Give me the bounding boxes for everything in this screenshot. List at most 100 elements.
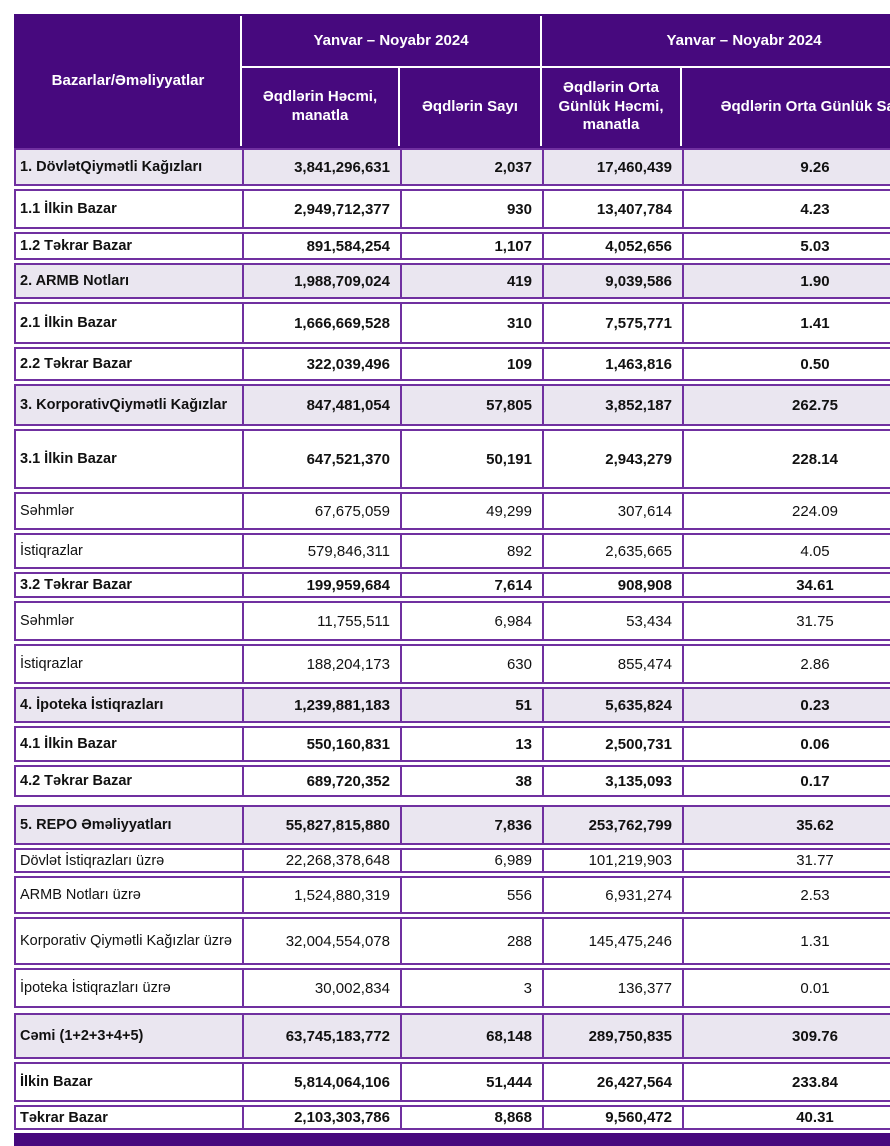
volume-column-header: Əqdlərin Həcmi, manatla (242, 68, 400, 146)
avg-daily-count-column-header: Əqdlərin Orta Günlük Sayı (720, 97, 890, 115)
avg-daily-volume-cell: 289,750,835 (542, 1015, 682, 1057)
avg-daily-count-cell: 0.06 (682, 728, 890, 760)
avg-daily-volume-cell: 2,635,665 (542, 535, 682, 567)
avg-daily-volume-cell: 13,407,784 (542, 191, 682, 227)
table-row: Korporativ Qiymətli Kağızlar üzrə 32,004… (14, 917, 890, 965)
volume-cell: 847,481,054 (242, 386, 400, 424)
count-cell: 49,299 (400, 494, 542, 528)
table-row: 2.2 Təkrar Bazar 322,039,496 109 1,463,8… (14, 347, 890, 381)
avg-daily-volume-cell: 5,635,824 (542, 689, 682, 721)
row-label-cell: İstiqrazlar (20, 656, 83, 672)
avg-daily-count-cell: 0.01 (682, 970, 890, 1006)
row-label-cell: 2.2 Təkrar Bazar (20, 356, 133, 372)
table-row: 1. DövlətQiymətli Kağızları 3,841,296,63… (14, 148, 890, 186)
avg-daily-count-cell: 224.09 (682, 494, 890, 528)
table-header: Bazarlar/Əməliyyatlar Yanvar – Noyabr 20… (14, 14, 890, 148)
count-cell: 38 (400, 767, 542, 795)
row-label-cell: 5. REPO Əməliyyatları (20, 817, 172, 833)
table-row: İlkin Bazar 5,814,064,106 51,444 26,427,… (14, 1062, 890, 1102)
table-row: 1.2 Təkrar Bazar 891,584,254 1,107 4,052… (14, 232, 890, 260)
row-label-cell: 3. KorporativQiymətli Kağızlar (20, 397, 228, 413)
count-cell: 2,037 (400, 150, 542, 184)
avg-daily-volume-cell: 17,460,439 (542, 150, 682, 184)
avg-daily-volume-cell: 3,852,187 (542, 386, 682, 424)
avg-daily-count-cell: 4.23 (682, 191, 890, 227)
avg-daily-volume-cell: 26,427,564 (542, 1064, 682, 1100)
row-label-cell: ARMB Notları üzrə (20, 887, 141, 903)
volume-cell: 32,004,554,078 (242, 919, 400, 963)
row-label-cell: Korporativ Qiymətli Kağızlar üzrə (20, 933, 232, 949)
count-cell: 930 (400, 191, 542, 227)
table-row: İpoteka İstiqrazları üzrə 30,002,834 3 1… (14, 968, 890, 1008)
row-label-cell: 1. DövlətQiymətli Kağızları (20, 159, 203, 175)
count-cell: 13 (400, 728, 542, 760)
row-label-cell: Cəmi (1+2+3+4+5) (20, 1028, 144, 1044)
table-row: Cəmi (1+2+3+4+5) 63,745,183,772 68,148 2… (14, 1013, 890, 1059)
period-header-2: Yanvar – Noyabr 2024 (542, 16, 890, 68)
volume-cell: 199,959,684 (242, 574, 400, 596)
table-row: ARMB Notları üzrə 1,524,880,319 556 6,93… (14, 876, 890, 914)
avg-daily-volume-cell: 53,434 (542, 603, 682, 639)
count-cell: 310 (400, 304, 542, 342)
table-row: Səhmlər 11,755,511 6,984 53,434 31.75 (14, 601, 890, 641)
count-cell: 288 (400, 919, 542, 963)
avg-daily-count-cell: 31.77 (682, 850, 890, 871)
row-label-cell: 4. İpoteka İstiqrazları (20, 697, 164, 713)
volume-cell: 550,160,831 (242, 728, 400, 760)
count-cell: 109 (400, 349, 542, 379)
avg-daily-volume-cell: 2,943,279 (542, 431, 682, 487)
avg-daily-count-cell: 233.84 (682, 1064, 890, 1100)
count-cell: 630 (400, 646, 542, 682)
table-row: Səhmlər 67,675,059 49,299 307,614 224.09 (14, 492, 890, 530)
table-footer-bar (14, 1133, 890, 1146)
avg-daily-count-cell: 262.75 (682, 386, 890, 424)
table-row: 4. İpoteka İstiqrazları 1,239,881,183 51… (14, 687, 890, 723)
avg-daily-volume-cell: 101,219,903 (542, 850, 682, 871)
row-label-cell: Səhmlər (20, 613, 74, 629)
avg-daily-volume-cell: 307,614 (542, 494, 682, 528)
avg-daily-count-cell: 31.75 (682, 603, 890, 639)
volume-cell: 647,521,370 (242, 431, 400, 487)
row-label-cell: 2.1 İlkin Bazar (20, 315, 117, 331)
volume-cell: 2,103,303,786 (242, 1107, 400, 1128)
table-row: 3. KorporativQiymətli Kağızlar 847,481,0… (14, 384, 890, 426)
avg-daily-count-cell: 0.17 (682, 767, 890, 795)
avg-daily-count-cell: 0.50 (682, 349, 890, 379)
row-label-cell: Səhmlər (20, 503, 74, 519)
volume-cell: 188,204,173 (242, 646, 400, 682)
volume-cell: 11,755,511 (242, 603, 400, 639)
avg-daily-count-cell: 2.86 (682, 646, 890, 682)
avg-daily-count-cell: 1.31 (682, 919, 890, 963)
row-label-cell: Təkrar Bazar (20, 1109, 108, 1126)
volume-cell: 63,745,183,772 (242, 1015, 400, 1057)
table-row: 2.1 İlkin Bazar 1,666,669,528 310 7,575,… (14, 302, 890, 344)
table-row: Dövlət İstiqrazları üzrə 22,268,378,648 … (14, 848, 890, 873)
volume-cell: 1,988,709,024 (242, 265, 400, 297)
count-cell: 51,444 (400, 1064, 542, 1100)
table-row: 3.2 Təkrar Bazar 199,959,684 7,614 908,9… (14, 572, 890, 598)
avg-daily-volume-cell: 4,052,656 (542, 234, 682, 258)
volume-cell: 5,814,064,106 (242, 1064, 400, 1100)
avg-daily-count-cell: 40.31 (682, 1107, 890, 1128)
avg-daily-volume-cell: 7,575,771 (542, 304, 682, 342)
count-cell: 6,989 (400, 850, 542, 871)
row-label-cell: 4.2 Təkrar Bazar (20, 773, 133, 789)
avg-daily-volume-cell: 1,463,816 (542, 349, 682, 379)
row-label-cell: 1.1 İlkin Bazar (20, 201, 117, 217)
count-cell: 3 (400, 970, 542, 1006)
count-cell: 8,868 (400, 1107, 542, 1128)
count-cell: 892 (400, 535, 542, 567)
count-cell: 6,984 (400, 603, 542, 639)
volume-cell: 3,841,296,631 (242, 150, 400, 184)
table-row: 4.2 Təkrar Bazar 689,720,352 38 3,135,09… (14, 765, 890, 797)
table-body: 1. DövlətQiymətli Kağızları 3,841,296,63… (14, 148, 890, 1130)
avg-daily-volume-cell: 9,039,586 (542, 265, 682, 297)
avg-daily-count-cell: 1.90 (682, 265, 890, 297)
avg-daily-count-cell: 2.53 (682, 878, 890, 912)
volume-cell: 55,827,815,880 (242, 807, 400, 843)
volume-cell: 67,675,059 (242, 494, 400, 528)
avg-daily-count-cell: 9.26 (682, 150, 890, 184)
period-header-1: Yanvar – Noyabr 2024 (242, 16, 542, 68)
count-cell: 419 (400, 265, 542, 297)
count-cell: 51 (400, 689, 542, 721)
